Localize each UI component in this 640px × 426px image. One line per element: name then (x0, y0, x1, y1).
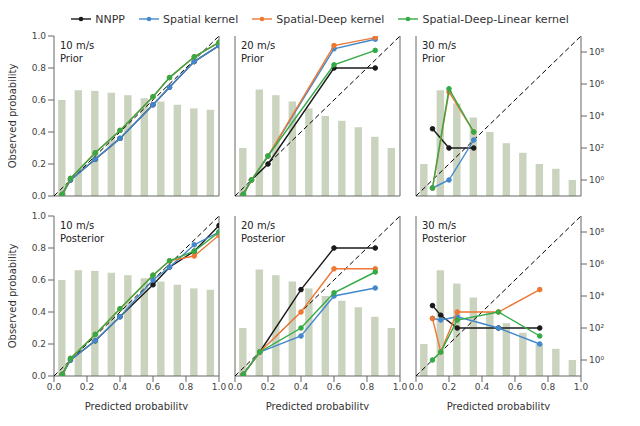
svg-text:10⁶: 10⁶ (589, 79, 604, 89)
svg-text:0.2: 0.2 (80, 382, 94, 392)
html-text:20 m/s Prior: 20 m/s Prior (241, 40, 276, 64)
svg-text:0.4: 0.4 (294, 382, 309, 392)
svg-text:10⁴: 10⁴ (589, 111, 604, 121)
svg-text:Predicted probability: Predicted probability (447, 401, 551, 410)
svg-text:1.0: 1.0 (32, 31, 47, 41)
svg-text:0.6: 0.6 (32, 95, 47, 105)
html-text:Spatial kernel: Spatial kernel (163, 12, 239, 26)
html-text:10 m/s Posterior: 10 m/s Posterior (60, 220, 105, 244)
html-text:NNPP: NNPP (95, 12, 125, 26)
svg-text:0.6: 0.6 (508, 382, 523, 392)
html-text:Spatial-Deep kernel: Spatial-Deep kernel (276, 12, 385, 26)
svg-text:0.8: 0.8 (541, 382, 556, 392)
svg-text:0.2: 0.2 (32, 339, 46, 349)
svg-text:1.0: 1.0 (32, 211, 47, 221)
svg-text:0.6: 0.6 (32, 275, 47, 285)
svg-text:10⁸: 10⁸ (589, 47, 604, 57)
svg-text:0.4: 0.4 (32, 307, 47, 317)
svg-text:0.8: 0.8 (32, 63, 47, 73)
svg-text:0.6: 0.6 (327, 382, 342, 392)
html-text:30 m/s Prior: 30 m/s Prior (422, 40, 457, 64)
svg-text:0.4: 0.4 (113, 382, 128, 392)
svg-text:1.0: 1.0 (574, 382, 589, 392)
svg-text:0.0: 0.0 (409, 382, 424, 392)
svg-text:10⁶: 10⁶ (589, 259, 604, 269)
svg-text:10⁸: 10⁸ (589, 227, 604, 237)
svg-text:1.0: 1.0 (212, 382, 227, 392)
html-text:10 m/s Prior: 10 m/s Prior (60, 40, 95, 64)
svg-text:10²: 10² (589, 323, 604, 333)
svg-text:0.0: 0.0 (32, 191, 47, 201)
html-text:30 m/s Posterior: 30 m/s Posterior (422, 220, 467, 244)
svg-text:0.0: 0.0 (228, 382, 243, 392)
svg-text:10⁰: 10⁰ (589, 175, 604, 185)
svg-text:0.6: 0.6 (146, 382, 161, 392)
svg-text:0.2: 0.2 (32, 159, 46, 169)
svg-text:0.4: 0.4 (475, 382, 490, 392)
svg-text:0.0: 0.0 (47, 382, 62, 392)
svg-text:0.0: 0.0 (32, 371, 47, 381)
svg-text:Observed probability: Observed probability (8, 244, 18, 349)
svg-text:10⁴: 10⁴ (589, 291, 604, 301)
html-text:20 m/s Posterior: 20 m/s Posterior (241, 220, 286, 244)
svg-text:Observed probability: Observed probability (8, 64, 18, 169)
svg-text:Predicted probability: Predicted probability (85, 401, 189, 410)
svg-text:0.2: 0.2 (442, 382, 456, 392)
html-text:Spatial-Deep-Linear kernel: Spatial-Deep-Linear kernel (422, 12, 569, 26)
svg-text:0.8: 0.8 (179, 382, 194, 392)
svg-text:0.4: 0.4 (32, 127, 47, 137)
svg-text:0.8: 0.8 (360, 382, 375, 392)
svg-text:0.8: 0.8 (32, 243, 47, 253)
svg-text:Predicted probability: Predicted probability (266, 401, 370, 410)
svg-text:10⁰: 10⁰ (589, 355, 604, 365)
svg-text:10²: 10² (589, 143, 604, 153)
svg-text:0.2: 0.2 (261, 382, 275, 392)
svg-text:1.0: 1.0 (393, 382, 408, 392)
